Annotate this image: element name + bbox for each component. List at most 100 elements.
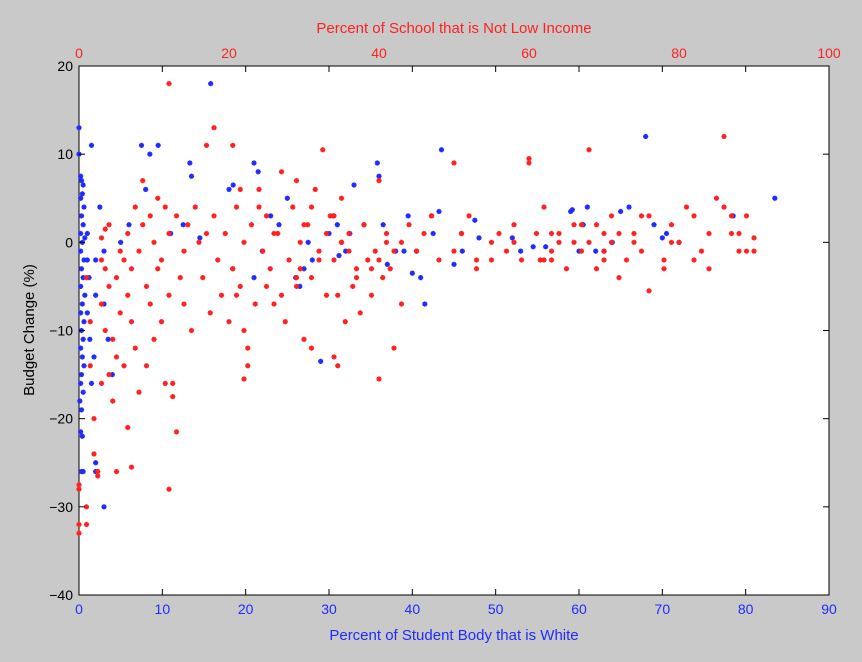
red-point xyxy=(526,155,532,162)
blue-point xyxy=(436,208,442,215)
red-point xyxy=(76,486,82,492)
red-point xyxy=(743,248,750,254)
red-point xyxy=(140,222,146,228)
red-point xyxy=(548,230,555,237)
red-point xyxy=(323,230,330,237)
blue-point xyxy=(77,398,83,404)
red-point xyxy=(192,204,198,210)
red-point xyxy=(743,213,750,219)
red-point xyxy=(736,248,742,254)
blue-point xyxy=(472,217,478,223)
data-points xyxy=(76,81,778,536)
red-point xyxy=(376,178,382,184)
red-point xyxy=(98,235,105,241)
red-point xyxy=(143,283,150,290)
red-point xyxy=(91,451,97,457)
red-point xyxy=(563,266,570,272)
blue-point xyxy=(230,182,236,188)
blue-point xyxy=(418,275,424,281)
red-point xyxy=(571,222,577,228)
blue-point xyxy=(626,204,632,210)
red-point xyxy=(413,248,420,254)
red-point xyxy=(728,213,735,219)
red-point xyxy=(102,226,108,232)
red-point xyxy=(196,239,202,245)
blue-point xyxy=(309,257,315,263)
axis-ticks: 0 10 20 30 40 50 60 70 80 900 20 40 60 80 100−40−30−20… xyxy=(49,45,841,617)
red-point xyxy=(346,248,352,254)
red-point xyxy=(91,416,97,422)
blue-point xyxy=(78,371,85,378)
blue-point xyxy=(147,151,153,157)
blue-point xyxy=(78,248,84,254)
red-point xyxy=(166,230,172,237)
red-point xyxy=(263,283,270,290)
y-tick-label: −30 xyxy=(49,499,73,515)
blue-point xyxy=(422,301,428,307)
red-point xyxy=(282,319,288,325)
red-point xyxy=(331,213,337,219)
y-tick-label: −10 xyxy=(49,323,73,339)
top-axis-label: Percent of School that is Not Low Income xyxy=(316,20,591,37)
blue-point xyxy=(284,195,290,201)
x-top-tick-label: 0 xyxy=(75,45,83,61)
blue-point xyxy=(101,504,107,510)
red-point xyxy=(181,301,187,307)
red-point xyxy=(252,301,258,307)
y-tick-label: −20 xyxy=(49,411,73,427)
blue-point xyxy=(384,261,390,267)
red-point xyxy=(301,222,307,228)
red-point xyxy=(136,248,142,254)
blue-point xyxy=(93,460,99,466)
x-top-tick-label: 40 xyxy=(371,45,387,61)
red-point xyxy=(162,204,168,210)
red-point xyxy=(751,235,757,241)
blue-point xyxy=(459,248,465,254)
red-point xyxy=(151,239,157,245)
blue-point xyxy=(82,292,88,298)
blue-point xyxy=(78,380,84,386)
blue-point xyxy=(80,468,86,475)
red-point xyxy=(541,204,547,210)
red-point xyxy=(503,248,510,254)
red-point xyxy=(646,213,652,219)
red-point xyxy=(233,292,240,298)
red-point xyxy=(125,292,131,298)
red-point xyxy=(391,345,397,351)
blue-point xyxy=(208,81,214,87)
red-point xyxy=(297,266,303,272)
red-point xyxy=(342,319,348,325)
red-point xyxy=(320,147,326,153)
red-point xyxy=(286,257,292,263)
red-point xyxy=(113,468,120,475)
red-point xyxy=(383,230,390,237)
red-point xyxy=(473,257,480,263)
red-point xyxy=(76,482,82,488)
red-point xyxy=(548,257,555,263)
blue-point xyxy=(101,248,107,254)
red-point xyxy=(601,230,607,237)
red-point xyxy=(211,213,217,219)
red-point xyxy=(106,283,112,290)
blue-point xyxy=(351,182,357,188)
red-point xyxy=(98,257,105,263)
blue-point xyxy=(255,169,261,175)
red-point xyxy=(256,186,262,193)
blue-point xyxy=(105,336,111,342)
blue-point xyxy=(79,433,85,439)
red-point xyxy=(676,239,682,245)
red-point xyxy=(601,257,607,263)
blue-point xyxy=(82,235,88,241)
red-point xyxy=(398,301,405,307)
red-point xyxy=(526,160,532,166)
red-point xyxy=(110,336,116,342)
x-bottom-tick-label: 10 xyxy=(155,601,171,617)
red-point xyxy=(616,230,622,237)
bottom-axis-label: Percent of Student Body that is White xyxy=(329,627,578,644)
red-point xyxy=(117,248,123,254)
blue-point xyxy=(188,173,195,179)
red-point xyxy=(113,354,120,360)
red-point xyxy=(706,230,712,237)
blue-point xyxy=(80,389,86,395)
x-bottom-tick-label: 0 xyxy=(75,601,83,617)
